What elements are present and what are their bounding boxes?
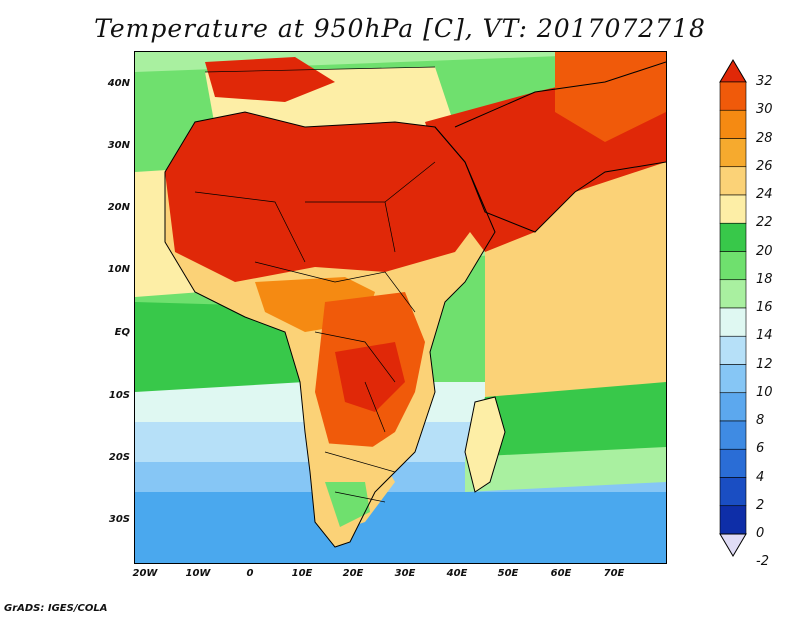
temperature-map: [134, 51, 667, 564]
longitude-label: 70E: [603, 568, 625, 579]
colorbar-swatches: [719, 59, 747, 557]
longitude-label: 10E: [291, 568, 313, 579]
colorbar-swatch: [719, 194, 747, 224]
latitude-label: 30N: [107, 140, 130, 151]
arabia-coastline: [434, 61, 666, 233]
colorbar-label: 2: [756, 497, 765, 513]
colorbar-swatch: [719, 335, 747, 365]
longitude-label: 20E: [342, 568, 364, 579]
colorbar-swatch: [719, 138, 747, 168]
country-borders: [194, 161, 436, 503]
colorbar-label: 22: [756, 215, 773, 231]
map-title: Temperature at 950hPa [C], VT: 201707271…: [94, 14, 706, 43]
colorbar-label: 24: [756, 187, 773, 202]
africa-coastline: [164, 111, 496, 548]
longitude-label: 30E: [394, 568, 416, 579]
latitude-label: EQ: [114, 327, 130, 338]
longitude-label: 60E: [550, 568, 572, 579]
colorbar-label: 16: [756, 300, 773, 315]
madagascar: [465, 397, 505, 492]
colorbar-label: 14: [756, 328, 773, 344]
colorbar-label: 32: [756, 74, 773, 89]
longitude-label: 20W: [132, 568, 158, 579]
colorbar-swatch: [719, 307, 747, 337]
colorbar-label: 6: [756, 441, 765, 457]
colorbar-swatch: [719, 392, 747, 422]
colorbar-swatch: [719, 448, 747, 478]
longitude-label: 40E: [446, 568, 468, 579]
colorbar-swatch: [719, 477, 747, 507]
colorbar-label: 4: [756, 469, 765, 485]
longitude-label: 50E: [497, 568, 519, 579]
longitude-label: 0: [246, 568, 254, 579]
colorbar-swatch: [719, 505, 747, 535]
temperature-field: [135, 52, 666, 563]
latitude-label: 10N: [107, 264, 130, 275]
colorbar-label: 0: [756, 526, 765, 541]
colorbar-swatch: [719, 279, 747, 309]
colorbar-swatch: [719, 251, 747, 281]
colorbar-label: 30: [756, 102, 773, 118]
grads-credit: GrADS: IGES/COLA: [4, 603, 108, 614]
colorbar-label: 20: [756, 243, 773, 259]
colorbar-top-arrow: [719, 59, 747, 83]
colorbar-label: 10: [756, 384, 773, 400]
latitude-label: 10S: [108, 390, 130, 401]
latitude-label: 30S: [108, 514, 130, 525]
colorbar-label: 26: [756, 158, 773, 174]
sahara-hot-region: [165, 112, 485, 282]
colorbar-label: 18: [756, 271, 773, 287]
colorbar-swatch: [719, 364, 747, 394]
colorbar-swatch: [719, 222, 747, 252]
colorbar: [718, 58, 748, 558]
colorbar-swatch: [719, 166, 747, 196]
colorbar-label: -2: [756, 554, 769, 570]
latitude-label: 20S: [108, 452, 130, 463]
longitude-label: 10W: [185, 568, 211, 579]
colorbar-bottom-arrow: [719, 533, 747, 557]
colorbar-swatch: [719, 420, 747, 450]
latitude-label: 40N: [107, 78, 130, 89]
colorbar-swatch: [719, 109, 747, 139]
colorbar-label: 8: [756, 413, 765, 428]
colorbar-label: 12: [756, 356, 773, 372]
colorbar-swatch: [719, 81, 747, 111]
latitude-label: 20N: [107, 202, 130, 213]
colorbar-label: 28: [756, 130, 773, 146]
